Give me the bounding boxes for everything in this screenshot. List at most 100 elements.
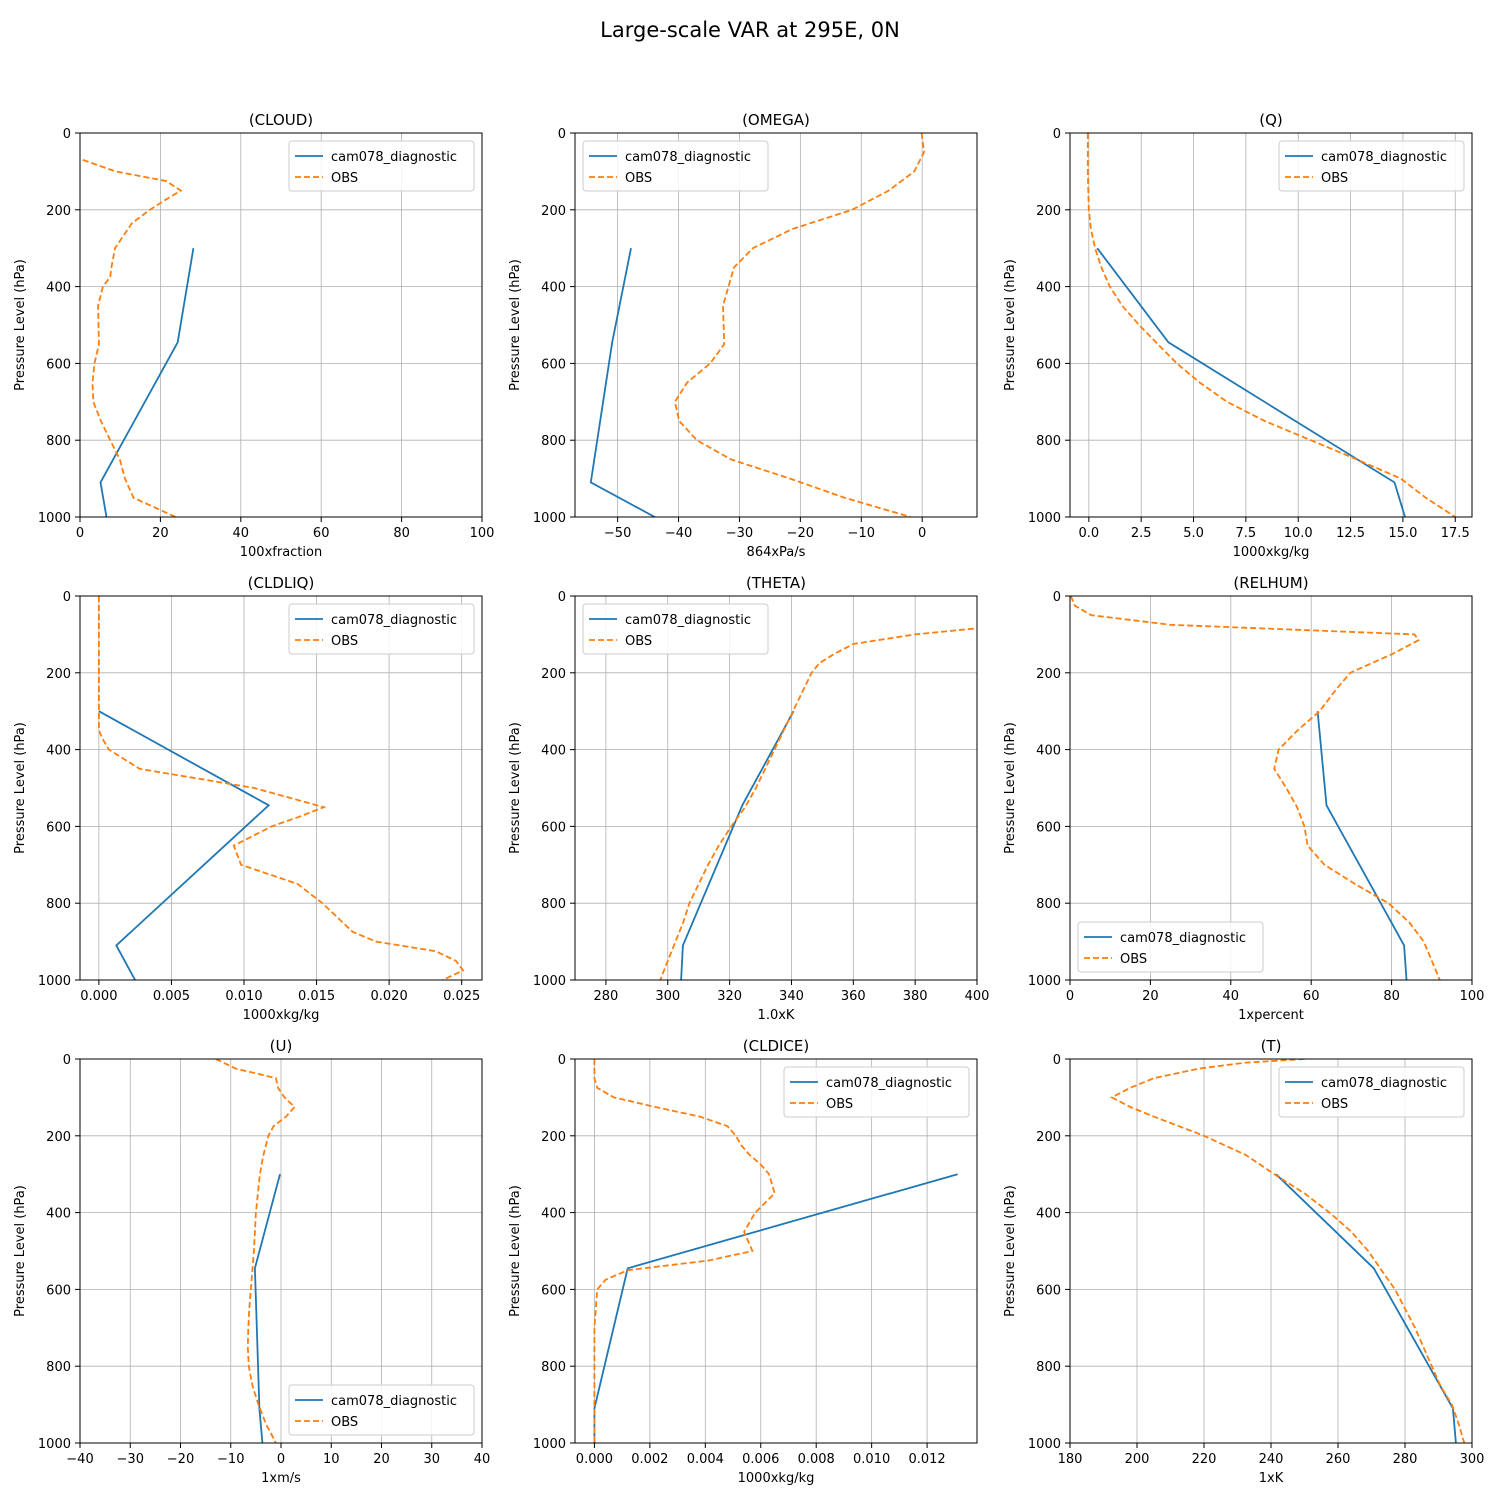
y-tick-label: 1000 (38, 511, 71, 526)
x-tick-label: 80 (393, 526, 410, 541)
legend-label: cam078_diagnostic (331, 150, 457, 165)
x-tick-label: 100 (470, 526, 495, 541)
y-tick-label: 600 (1036, 820, 1061, 835)
x-axis-label: 864xPa/s (747, 545, 806, 560)
legend-box (582, 140, 769, 192)
y-axis-label: Pressure Level (hPa) (13, 1185, 28, 1317)
y-tick-label: 0 (63, 1053, 71, 1068)
x-tick-label: 300 (655, 989, 680, 1004)
y-tick-label: 1000 (1028, 511, 1061, 526)
subplot-title: (Q) (1259, 111, 1283, 129)
x-tick-label: 0 (277, 1452, 285, 1467)
y-tick-label: 800 (1036, 897, 1061, 912)
subplot-8: 180 200 220 240 260 280 300 0 200 400 600 800 1000 (T… (1003, 1037, 1484, 1486)
x-axis-label: 1xK (1259, 1471, 1284, 1486)
x-tick-label: 280 (594, 989, 619, 1004)
subplot-title: (OMEGA) (742, 111, 810, 129)
subplot-3: 0.000 0.005 0.010 0.015 0.020 0.025 0 200 400 600… (13, 574, 483, 1023)
x-tick-label: 40 (233, 526, 250, 541)
x-tick-label: 0.020 (371, 989, 408, 1004)
y-tick-label: 200 (46, 1130, 71, 1145)
legend: cam078_diagnostic OBS (582, 603, 769, 655)
legend-label: OBS (331, 171, 358, 186)
y-axis-label: Pressure Level (hPa) (1003, 1185, 1018, 1317)
y-tick-label: 400 (1036, 744, 1061, 759)
x-tick-label: 20 (152, 526, 169, 541)
y-tick-label: 200 (1036, 1130, 1061, 1145)
x-tick-label: 17.5 (1441, 526, 1470, 541)
y-axis-label: Pressure Level (hPa) (13, 722, 28, 854)
x-tick-label: 0 (918, 526, 926, 541)
y-tick-label: 0 (1053, 1053, 1061, 1068)
y-tick-label: 400 (1036, 1207, 1061, 1222)
y-tick-label: 400 (46, 1207, 71, 1222)
x-axis-label: 1xm/s (261, 1471, 301, 1486)
y-tick-label: 600 (1036, 1283, 1061, 1298)
x-tick-label: 40 (474, 1452, 491, 1467)
legend: cam078_diagnostic OBS (1077, 921, 1264, 973)
subplot-title: (U) (270, 1037, 293, 1055)
legend: cam078_diagnostic OBS (783, 1066, 970, 1118)
legend-box (1278, 140, 1465, 192)
y-tick-label: 800 (541, 897, 566, 912)
y-tick-label: 400 (541, 1207, 566, 1222)
subplot-4: 280 300 320 340 360 380 400 0 200 400 600 800 1000 (T… (508, 574, 989, 1023)
y-tick-label: 0 (63, 590, 71, 605)
x-tick-label: 0.000 (80, 989, 117, 1004)
x-tick-label: 0 (76, 526, 84, 541)
y-tick-label: 400 (541, 281, 566, 296)
legend-box (783, 1066, 970, 1118)
x-tick-label: 180 (1058, 1452, 1083, 1467)
y-tick-label: 400 (46, 281, 71, 296)
x-axis-label: 1000xkg/kg (738, 1471, 815, 1486)
series-line-obs (1109, 1059, 1466, 1443)
y-tick-label: 1000 (1028, 1437, 1061, 1452)
legend-box (582, 603, 769, 655)
series-line-model (593, 1173, 958, 1443)
subplot-1: −50 −40 −30 −20 −10 0 0 200 400 600 800 1000 (OMEGA)… (508, 111, 978, 560)
x-tick-label: 12.5 (1336, 526, 1365, 541)
y-tick-label: 0 (63, 127, 71, 142)
legend-label: OBS (1120, 952, 1147, 967)
legend-label: OBS (625, 171, 652, 186)
axes-frame (1069, 595, 1473, 981)
y-axis-label: Pressure Level (hPa) (508, 259, 523, 391)
x-tick-label: 380 (903, 989, 928, 1004)
legend: cam078_diagnostic OBS (288, 140, 475, 192)
subplot-title: (RELHUM) (1233, 574, 1308, 592)
series-line-model (253, 1173, 281, 1443)
series-line-obs (98, 596, 465, 980)
y-tick-label: 1000 (533, 1437, 566, 1452)
series-line-obs (215, 1059, 296, 1443)
axes-frame (574, 595, 978, 981)
y-tick-label: 200 (541, 1130, 566, 1145)
legend-label: cam078_diagnostic (625, 150, 751, 165)
y-tick-label: 1000 (38, 1437, 71, 1452)
x-tick-label: 0.010 (225, 989, 262, 1004)
y-tick-label: 800 (541, 1360, 566, 1375)
x-tick-label: 80 (1383, 989, 1400, 1004)
x-tick-label: 7.5 (1236, 526, 1257, 541)
y-tick-label: 1000 (1028, 974, 1061, 989)
x-tick-label: 0.010 (853, 1452, 890, 1467)
x-tick-label: −10 (217, 1452, 244, 1467)
series-line-obs (673, 133, 925, 517)
series-line-obs (1086, 133, 1456, 517)
axes-frame (574, 132, 978, 518)
subplot-title: (THETA) (746, 574, 806, 592)
y-tick-label: 400 (541, 744, 566, 759)
legend-box (288, 140, 475, 192)
x-tick-label: 240 (1259, 1452, 1284, 1467)
series-line-obs (1070, 596, 1441, 980)
x-axis-label: 100xfraction (240, 545, 322, 560)
legend: cam078_diagnostic OBS (288, 1384, 475, 1436)
series-line-model (1275, 1173, 1457, 1443)
x-tick-label: −40 (665, 526, 692, 541)
axes-frame (79, 595, 483, 981)
y-tick-label: 1000 (533, 974, 566, 989)
legend: cam078_diagnostic OBS (288, 603, 475, 655)
y-tick-label: 600 (541, 820, 566, 835)
x-tick-label: 40 (1223, 989, 1240, 1004)
y-tick-label: 200 (1036, 667, 1061, 682)
x-tick-label: 0.025 (443, 989, 480, 1004)
